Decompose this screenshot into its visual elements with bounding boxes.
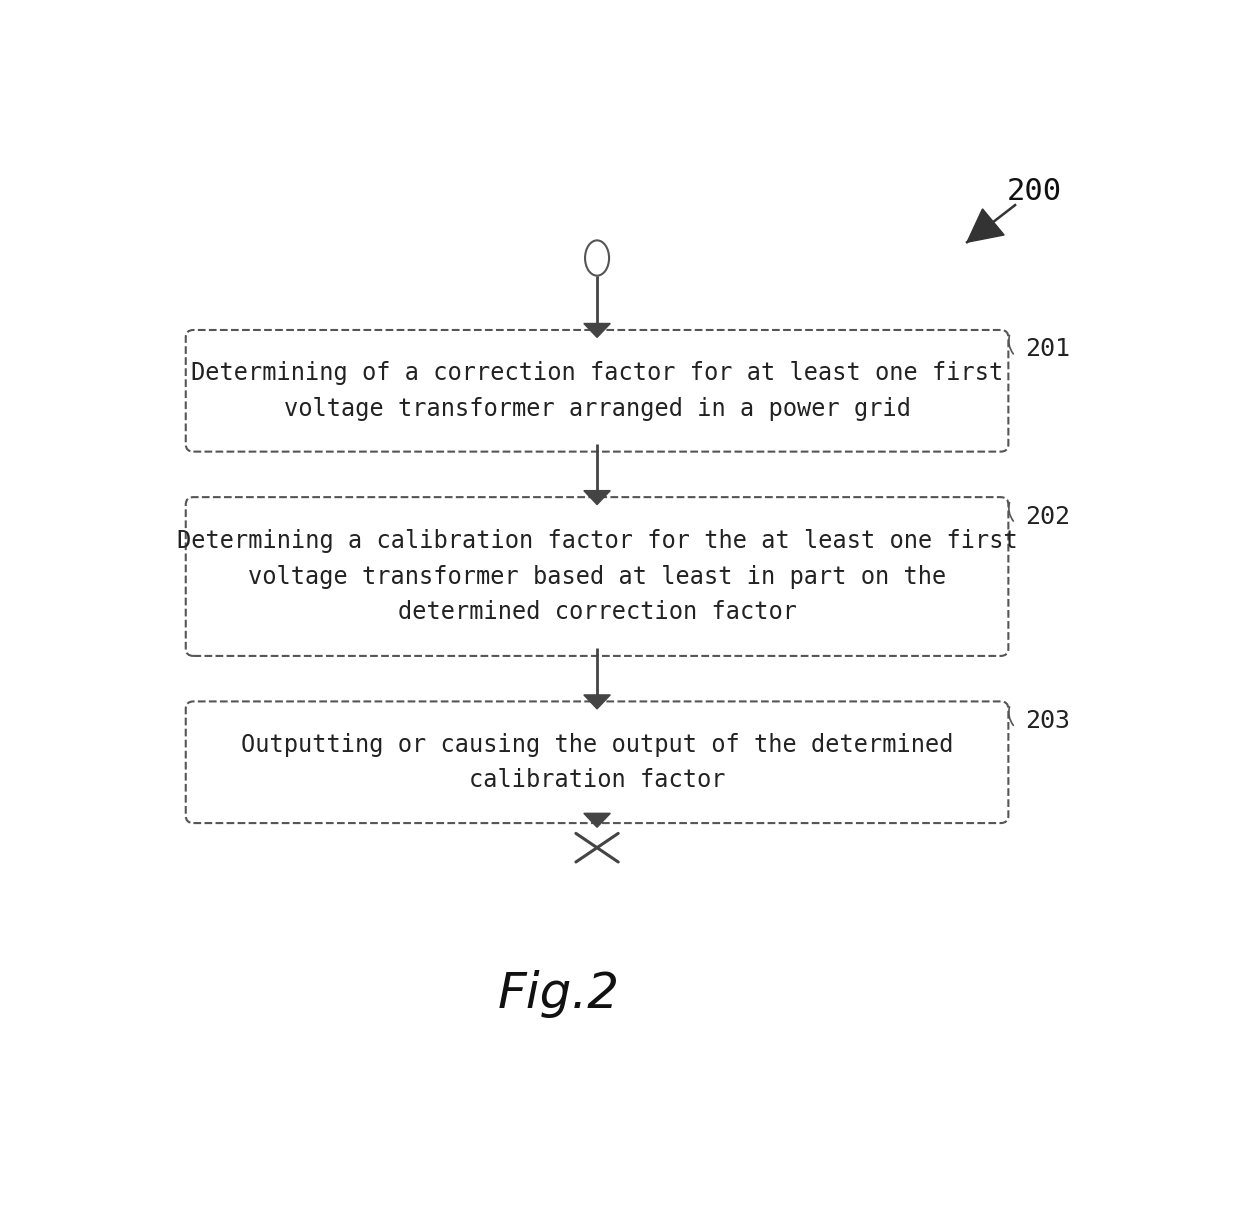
Text: Outputting or causing the output of the determined
calibration factor: Outputting or causing the output of the … — [241, 732, 954, 792]
FancyBboxPatch shape — [186, 330, 1008, 451]
Polygon shape — [584, 323, 610, 338]
Polygon shape — [584, 491, 610, 504]
FancyBboxPatch shape — [186, 497, 1008, 656]
Polygon shape — [584, 813, 610, 827]
Text: Determining of a correction factor for at least one first
voltage transformer ar: Determining of a correction factor for a… — [191, 361, 1003, 421]
Text: 200: 200 — [1007, 177, 1061, 206]
FancyBboxPatch shape — [186, 702, 1008, 822]
Polygon shape — [967, 209, 1004, 242]
Text: Determining a calibration factor for the at least one first
voltage transformer : Determining a calibration factor for the… — [176, 529, 1018, 624]
Text: 203: 203 — [1024, 709, 1070, 733]
Text: 201: 201 — [1024, 338, 1070, 362]
Text: 202: 202 — [1024, 504, 1070, 528]
Text: Fig.2: Fig.2 — [497, 971, 620, 1018]
Polygon shape — [584, 695, 610, 709]
